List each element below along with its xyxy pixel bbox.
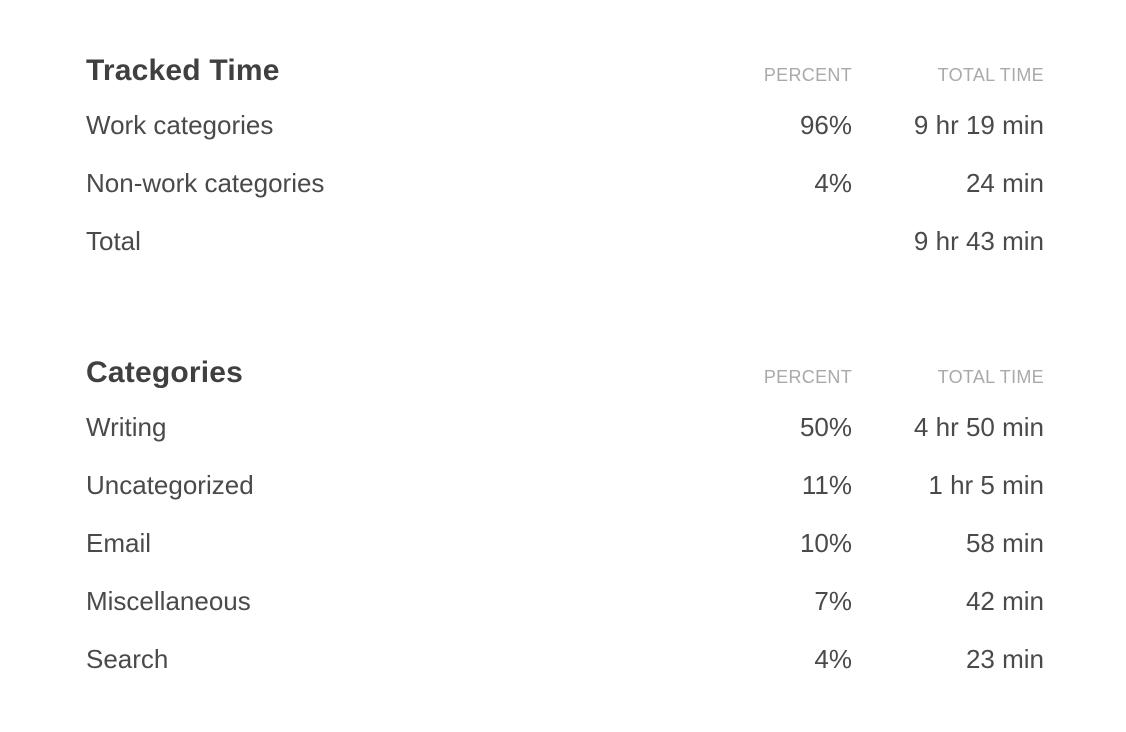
table-row-uncategorized: Uncategorized 11% 1 hr 5 min [86,454,1046,512]
categories-section: Categories PERCENT TOTAL TIME Writing 50… [86,350,1046,686]
categories-header: Categories PERCENT TOTAL TIME [86,350,1046,396]
table-row-email: Email 10% 58 min [86,512,1046,570]
tracked-time-section: Tracked Time PERCENT TOTAL TIME Work cat… [86,48,1046,268]
row-label: Uncategorized [86,470,254,500]
row-total-time: 9 hr 43 min [913,226,1044,256]
row-percent: 50% [799,412,852,442]
row-percent: 96% [799,110,852,140]
row-total-time: 1 hr 5 min [928,470,1044,500]
table-row-non-work-categories: Non-work categories 4% 24 min [86,152,1046,210]
row-total-time: 42 min [965,586,1044,616]
row-label: Total [86,226,141,256]
row-total-time: 24 min [965,168,1044,198]
row-percent: 4% [814,168,852,198]
categories-title: Categories [86,356,244,389]
percent-column-header: PERCENT [763,367,852,387]
percent-column-header: PERCENT [763,65,852,85]
row-percent: 11% [801,470,852,500]
total-time-column-header: TOTAL TIME [937,65,1044,85]
row-label: Writing [86,412,167,442]
row-percent: 10% [799,528,852,558]
table-row-work-categories: Work categories 96% 9 hr 19 min [86,94,1046,152]
row-percent: 7% [814,586,852,616]
row-label: Email [86,528,152,558]
row-total-time: 4 hr 50 min [913,412,1044,442]
tracked-time-title: Tracked Time [86,54,280,87]
row-label: Search [86,644,169,674]
row-total-time: 9 hr 19 min [913,110,1044,140]
tracked-time-header: Tracked Time PERCENT TOTAL TIME [86,48,1046,94]
row-total-time: 23 min [965,644,1044,674]
table-row-miscellaneous: Miscellaneous 7% 42 min [86,570,1046,628]
table-row-writing: Writing 50% 4 hr 50 min [86,396,1046,454]
row-label: Non-work categories [86,168,325,198]
total-time-column-header: TOTAL TIME [937,367,1044,387]
row-label: Work categories [86,110,274,140]
table-row-total: Total 9 hr 43 min [86,210,1046,268]
row-total-time: 58 min [965,528,1044,558]
table-row-search: Search 4% 23 min [86,628,1046,686]
row-percent: 4% [814,644,852,674]
row-label: Miscellaneous [86,586,251,616]
